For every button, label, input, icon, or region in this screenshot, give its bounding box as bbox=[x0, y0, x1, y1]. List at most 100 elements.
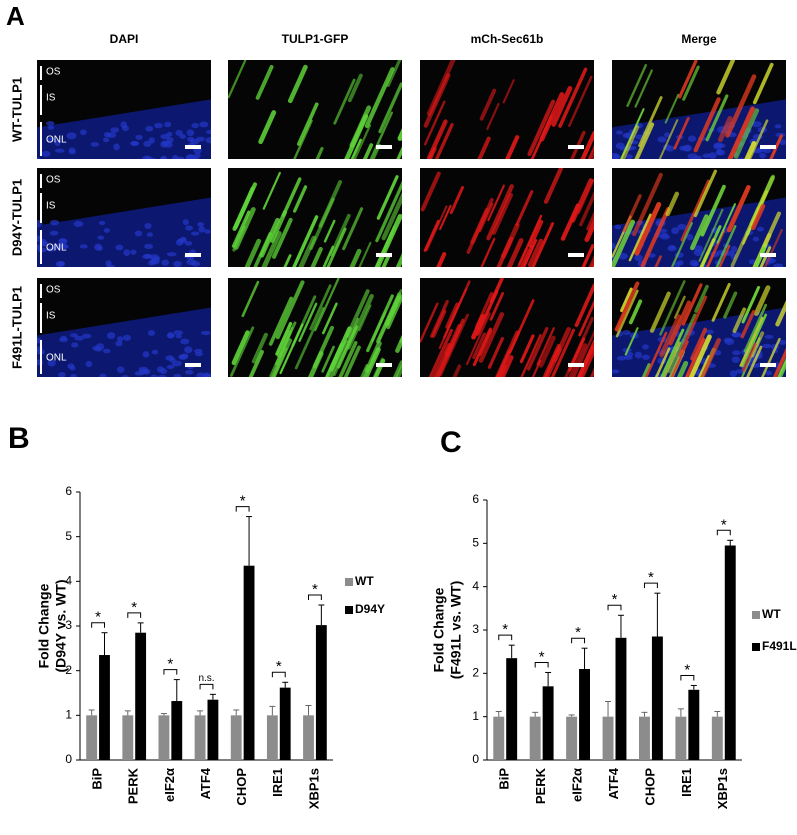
cell-streak bbox=[594, 257, 606, 285]
cell-streak bbox=[552, 327, 571, 363]
nucleus bbox=[148, 137, 155, 144]
significance-bracket bbox=[127, 612, 142, 618]
nucleus bbox=[115, 244, 124, 251]
bar bbox=[506, 658, 518, 760]
micrograph-content bbox=[420, 168, 606, 285]
cell-streak bbox=[741, 342, 757, 372]
cell-streak bbox=[386, 294, 402, 330]
nucleus bbox=[708, 152, 717, 159]
cell-streak bbox=[733, 108, 760, 159]
nucleus bbox=[612, 152, 620, 159]
nucleus bbox=[641, 354, 650, 360]
micrograph-content bbox=[423, 60, 594, 159]
y-tick-label: 0 bbox=[472, 752, 479, 766]
bar bbox=[171, 701, 183, 760]
nucleus bbox=[37, 157, 41, 159]
nucleus bbox=[689, 259, 699, 267]
cell-streak bbox=[741, 313, 768, 368]
cell-streak bbox=[292, 215, 319, 267]
cell-streak bbox=[693, 169, 717, 218]
significance-label: * bbox=[167, 656, 173, 673]
nucleus bbox=[47, 125, 55, 130]
nucleus bbox=[167, 331, 174, 339]
cell-streak bbox=[658, 119, 679, 159]
nucleus bbox=[117, 336, 124, 342]
layer-label: OS bbox=[46, 67, 61, 78]
nucleus bbox=[156, 366, 165, 373]
legend-label: D94Y bbox=[355, 602, 385, 616]
nucleus bbox=[135, 134, 143, 140]
cell-streak bbox=[744, 141, 757, 159]
cell-streak bbox=[665, 191, 680, 217]
nucleus bbox=[95, 343, 105, 350]
nucleus bbox=[702, 153, 711, 159]
cell-streak bbox=[395, 362, 402, 377]
column-header: DAPI bbox=[110, 32, 139, 46]
cell-streak bbox=[726, 185, 751, 233]
micrograph-content bbox=[612, 60, 786, 166]
nucleus bbox=[79, 244, 88, 249]
nucleus bbox=[198, 226, 206, 233]
cell-streak bbox=[763, 228, 783, 267]
nucleus bbox=[710, 159, 717, 163]
nucleus bbox=[687, 135, 697, 142]
nucleus bbox=[752, 121, 762, 128]
scale-bar bbox=[760, 253, 776, 257]
nucleus bbox=[686, 233, 694, 241]
bar bbox=[651, 636, 663, 760]
cell-streak bbox=[321, 345, 335, 373]
cell-streak bbox=[572, 330, 594, 377]
cell-streak bbox=[626, 64, 647, 108]
cell-streak bbox=[697, 355, 710, 377]
nucleus bbox=[69, 365, 76, 371]
cell-streak bbox=[568, 75, 593, 127]
micrograph-content bbox=[612, 169, 786, 267]
x-tick-label: eIF2α bbox=[570, 768, 585, 802]
nucleus bbox=[161, 259, 170, 266]
cell-streak bbox=[502, 79, 515, 104]
cell-streak bbox=[432, 342, 452, 377]
nucleus bbox=[667, 245, 677, 252]
nucleus bbox=[674, 261, 681, 267]
nucleus bbox=[151, 349, 159, 355]
cell-streak bbox=[233, 207, 256, 250]
cell-streak bbox=[624, 327, 639, 356]
cell-streak bbox=[688, 334, 712, 377]
micrograph bbox=[612, 278, 786, 377]
scale-bar bbox=[376, 145, 392, 149]
layer-label: IS bbox=[46, 93, 56, 104]
nucleus bbox=[612, 369, 620, 374]
nucleus bbox=[144, 223, 152, 230]
cell-streak bbox=[587, 144, 594, 159]
nucleus bbox=[116, 366, 125, 373]
cell-streak bbox=[431, 309, 447, 338]
nucleus bbox=[689, 160, 697, 166]
cell-streak bbox=[659, 314, 682, 358]
cell-streak bbox=[505, 135, 520, 159]
cell-streak bbox=[228, 60, 247, 99]
nucleus bbox=[729, 370, 738, 377]
nucleus bbox=[777, 340, 786, 345]
bar bbox=[724, 545, 736, 760]
x-tick-label: BiP bbox=[497, 768, 512, 790]
bar bbox=[86, 715, 98, 760]
nucleus bbox=[46, 247, 56, 252]
cell-streak bbox=[312, 325, 335, 369]
cell-streak bbox=[777, 357, 786, 377]
x-tick-label: eIF2α bbox=[162, 768, 177, 802]
cell-streak bbox=[255, 64, 274, 100]
cell-streak bbox=[574, 283, 594, 327]
nucleus bbox=[716, 148, 723, 156]
cell-streak bbox=[322, 302, 338, 335]
cell-streak bbox=[564, 316, 594, 377]
cell-streak bbox=[717, 115, 733, 143]
nucleus bbox=[191, 123, 199, 129]
nucleus bbox=[98, 220, 106, 226]
significance-bracket bbox=[643, 582, 658, 589]
cell-streak bbox=[231, 330, 250, 366]
nucleus bbox=[175, 334, 182, 339]
cell-streak bbox=[520, 334, 542, 377]
legend-swatch bbox=[345, 578, 353, 586]
x-tick-label: ATF4 bbox=[606, 767, 621, 799]
cell-streak bbox=[718, 244, 731, 267]
